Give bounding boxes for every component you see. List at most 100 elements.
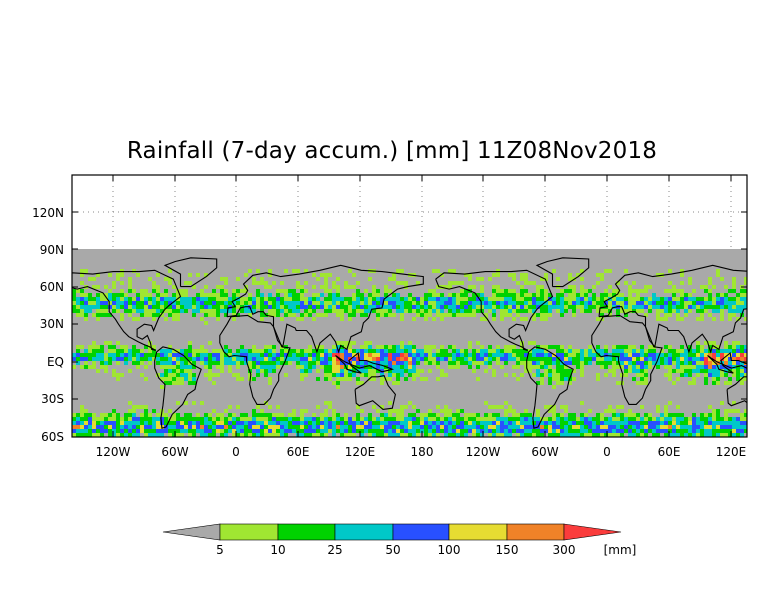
rain-cell xyxy=(636,425,640,429)
rain-cell xyxy=(504,425,508,429)
rain-cell xyxy=(688,309,692,313)
rain-cell xyxy=(568,373,572,377)
rain-cell xyxy=(576,429,580,433)
rain-cell xyxy=(456,409,460,413)
rain-cell xyxy=(568,273,572,277)
rain-cell xyxy=(588,349,592,353)
rain-cell xyxy=(716,269,720,273)
rain-cell xyxy=(296,297,300,301)
rain-cell xyxy=(304,309,308,313)
rain-cell xyxy=(220,289,224,293)
rain-cell xyxy=(392,433,396,437)
rain-cell xyxy=(612,293,616,297)
rain-cell xyxy=(620,349,624,353)
rain-cell xyxy=(252,301,256,305)
rain-cell xyxy=(508,405,512,409)
rain-cell xyxy=(404,297,408,301)
rain-cell xyxy=(684,421,688,425)
rain-cell xyxy=(524,281,528,285)
rain-cell xyxy=(600,273,604,277)
rain-cell xyxy=(604,345,608,349)
rain-cell xyxy=(272,305,276,309)
rain-cell xyxy=(708,417,712,421)
rain-cell xyxy=(312,285,316,289)
rain-cell xyxy=(128,433,132,437)
rain-cell xyxy=(480,309,484,313)
rain-cell xyxy=(352,285,356,289)
rain-cell xyxy=(476,277,480,281)
rain-cell xyxy=(404,377,408,381)
rain-cell xyxy=(320,433,324,437)
rain-cell xyxy=(400,421,404,425)
rain-cell xyxy=(96,421,100,425)
rain-cell xyxy=(332,365,336,369)
rain-cell xyxy=(572,313,576,317)
rain-cell xyxy=(672,305,676,309)
rain-cell xyxy=(180,361,184,365)
rain-cell xyxy=(400,369,404,373)
rain-cell xyxy=(488,277,492,281)
rain-cell xyxy=(712,365,716,369)
rain-cell xyxy=(676,369,680,373)
rain-cell xyxy=(200,309,204,313)
rain-cell xyxy=(136,361,140,365)
rain-cell xyxy=(288,357,292,361)
rain-cell xyxy=(692,425,696,429)
rain-cell xyxy=(140,413,144,417)
rain-cell xyxy=(744,317,747,321)
rain-cell xyxy=(312,365,316,369)
rain-cell xyxy=(532,341,536,345)
rain-cell xyxy=(444,429,448,433)
rain-cell xyxy=(72,425,76,429)
rain-cell xyxy=(624,417,628,421)
rain-cell xyxy=(400,413,404,417)
rain-cell xyxy=(504,353,508,357)
rain-cell xyxy=(456,433,460,437)
rain-cell xyxy=(476,293,480,297)
rain-cell xyxy=(388,349,392,353)
rain-cell xyxy=(124,353,128,357)
rain-cell xyxy=(392,409,396,413)
rain-cell xyxy=(424,357,428,361)
rain-cell xyxy=(576,301,580,305)
rain-cell xyxy=(136,317,140,321)
rain-cell xyxy=(720,301,724,305)
rain-cell xyxy=(556,365,560,369)
rain-cell xyxy=(96,273,100,277)
rain-cell xyxy=(396,361,400,365)
rain-cell xyxy=(316,353,320,357)
rain-cell xyxy=(144,309,148,313)
rain-cell xyxy=(244,349,248,353)
rain-cell xyxy=(504,417,508,421)
rain-cell xyxy=(536,369,540,373)
rain-cell xyxy=(396,425,400,429)
rain-cell xyxy=(664,433,668,437)
rain-cell xyxy=(452,309,456,313)
rain-cell xyxy=(548,365,552,369)
rain-cell xyxy=(424,345,428,349)
rain-cell xyxy=(672,425,676,429)
rain-cell xyxy=(368,277,372,281)
rain-cell xyxy=(276,305,280,309)
rain-cell xyxy=(700,421,704,425)
rain-cell xyxy=(376,289,380,293)
rain-cell xyxy=(312,425,316,429)
rain-cell xyxy=(392,357,396,361)
rain-cell xyxy=(480,289,484,293)
rain-cell xyxy=(308,357,312,361)
rain-cell xyxy=(516,421,520,425)
rain-cell xyxy=(496,417,500,421)
rain-cell xyxy=(432,421,436,425)
rain-cell xyxy=(708,369,712,373)
x-tick-label: 120E xyxy=(345,445,376,459)
rain-cell xyxy=(572,425,576,429)
rain-cell xyxy=(420,349,424,353)
rain-cell xyxy=(104,285,108,289)
rain-cell xyxy=(588,409,592,413)
rain-cell xyxy=(596,281,600,285)
rain-cell xyxy=(488,305,492,309)
rain-cell xyxy=(116,341,120,345)
rain-cell xyxy=(100,357,104,361)
rain-cell xyxy=(300,353,304,357)
rain-cell xyxy=(404,369,408,373)
